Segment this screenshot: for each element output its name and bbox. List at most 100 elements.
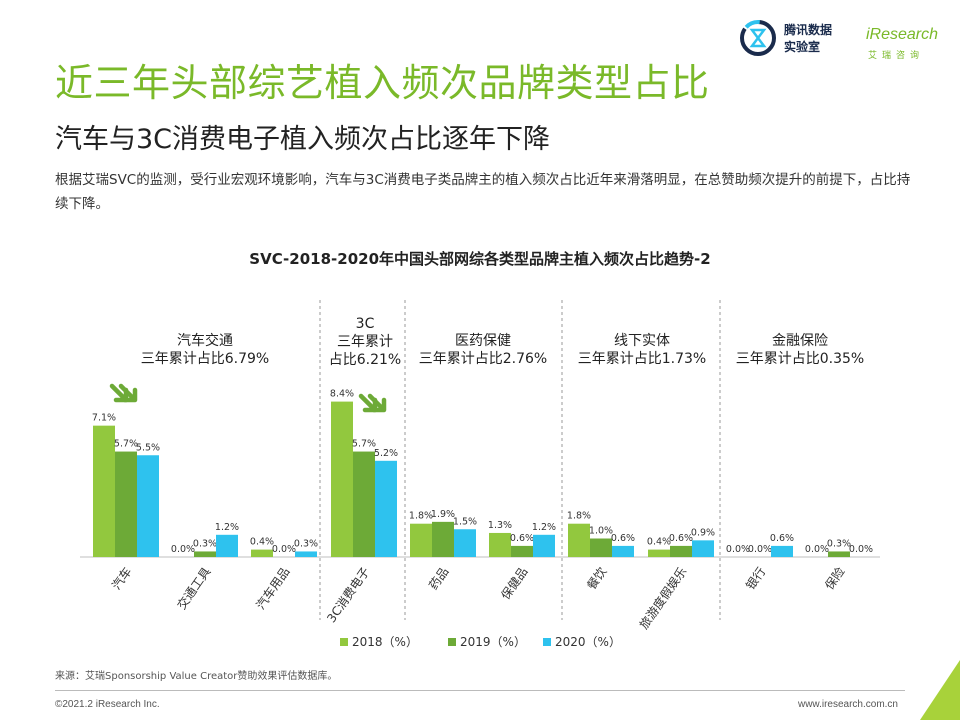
category-label: 汽车 bbox=[108, 564, 134, 592]
bar bbox=[590, 538, 612, 557]
data-label: 0.3% bbox=[193, 538, 217, 549]
iresearch-logo-sub: 艾瑞咨询 bbox=[868, 51, 925, 61]
corner-decoration bbox=[920, 660, 960, 720]
category-label: 旅游度假娱乐 bbox=[636, 564, 690, 632]
bar bbox=[670, 545, 692, 557]
group-label: 三年累计占比1.73% bbox=[578, 351, 706, 367]
group-label: 三年累计占比2.76% bbox=[419, 351, 547, 367]
category-label: 银行 bbox=[743, 565, 768, 593]
category-label: 保健品 bbox=[498, 565, 530, 603]
category-label: 药品 bbox=[426, 565, 451, 593]
bar bbox=[489, 532, 511, 557]
data-label: 0.3% bbox=[294, 538, 318, 549]
data-label: 5.5% bbox=[136, 442, 160, 453]
data-label: 8.4% bbox=[330, 389, 354, 400]
category-label: 3C消费电子 bbox=[324, 565, 372, 625]
tencent-logo-line1: 腾讯数据 bbox=[784, 23, 833, 37]
bar bbox=[511, 545, 533, 557]
bar bbox=[93, 425, 115, 557]
group-label: 汽车交通 bbox=[177, 332, 233, 349]
page-title: 近三年头部综艺植入频次品牌类型占比 bbox=[55, 61, 710, 105]
page-description: 根据艾瑞SVC的监测，受行业宏观环境影响，汽车与3C消费电子类品牌主的植入频次占… bbox=[55, 172, 911, 212]
bar bbox=[612, 545, 634, 557]
bar bbox=[295, 551, 317, 557]
tencent-logo-icon bbox=[740, 20, 776, 56]
data-label: 1.2% bbox=[532, 522, 556, 533]
bar bbox=[375, 460, 397, 557]
data-label: 1.9% bbox=[431, 509, 455, 520]
iresearch-logo: iResearch 艾瑞咨询 bbox=[866, 22, 946, 62]
legend-label: 2018（%） bbox=[352, 635, 418, 649]
footer-divider bbox=[55, 690, 905, 691]
data-label: 0.0% bbox=[849, 544, 873, 555]
data-label: 0.3% bbox=[827, 538, 851, 549]
data-label: 0.6% bbox=[510, 533, 534, 544]
bar bbox=[194, 551, 216, 557]
data-label: 0.0% bbox=[726, 544, 750, 555]
data-label: 0.0% bbox=[748, 544, 772, 555]
website-link[interactable]: www.iresearch.com.cn bbox=[797, 699, 898, 710]
data-label: 0.4% bbox=[250, 537, 274, 548]
bar bbox=[115, 451, 137, 557]
data-label: 0.0% bbox=[805, 544, 829, 555]
bar bbox=[410, 523, 432, 557]
category-label: 保险 bbox=[821, 564, 847, 592]
legend-label: 2019（%） bbox=[460, 635, 526, 649]
legend-swatch bbox=[340, 638, 348, 646]
iresearch-logo-brand: iResearch bbox=[866, 26, 939, 43]
bar bbox=[828, 551, 850, 557]
bar bbox=[533, 534, 555, 557]
bar bbox=[432, 521, 454, 557]
data-label: 5.2% bbox=[374, 448, 398, 459]
group-label: 三年累计占比6.79% bbox=[141, 351, 269, 367]
category-label: 餐饮 bbox=[583, 564, 609, 592]
data-label: 1.5% bbox=[453, 516, 477, 527]
data-label: 1.8% bbox=[567, 511, 591, 522]
down-arrow-icon bbox=[109, 383, 138, 403]
down-arrow-icon bbox=[358, 393, 387, 413]
data-label: 5.7% bbox=[352, 439, 376, 450]
bar bbox=[568, 523, 590, 557]
data-label: 0.9% bbox=[691, 527, 715, 538]
bar bbox=[331, 401, 353, 557]
data-label: 0.4% bbox=[647, 537, 671, 548]
bar bbox=[454, 529, 476, 557]
category-label: 交通工具 bbox=[174, 564, 214, 612]
data-label: 1.2% bbox=[215, 522, 239, 533]
data-label: 1.0% bbox=[589, 526, 613, 537]
bar bbox=[137, 455, 159, 557]
group-label: 金融保险 bbox=[772, 333, 828, 349]
group-label: 线下实体 bbox=[614, 333, 670, 349]
group-label: 三年累计 bbox=[337, 334, 393, 350]
chart-title: SVC-2018-2020年中国头部网综各类型品牌主植入频次占比趋势-2 bbox=[249, 250, 711, 268]
data-label: 0.0% bbox=[272, 544, 296, 555]
legend-label: 2020（%） bbox=[555, 635, 621, 649]
data-label: 0.6% bbox=[611, 533, 635, 544]
bar bbox=[353, 451, 375, 557]
legend-swatch bbox=[448, 638, 456, 646]
group-label: 3C bbox=[356, 316, 375, 332]
page-subtitle: 汽车与3C消费电子植入频次占比逐年下降 bbox=[55, 124, 551, 155]
group-label: 三年累计占比0.35% bbox=[736, 351, 864, 367]
tencent-logo-line2: 实验室 bbox=[784, 40, 821, 54]
data-label: 0.0% bbox=[171, 544, 195, 555]
data-label: 0.6% bbox=[669, 533, 693, 544]
bar bbox=[251, 549, 273, 557]
group-label: 占比6.21% bbox=[329, 352, 401, 368]
bar bbox=[771, 545, 793, 557]
data-label: 1.8% bbox=[409, 511, 433, 522]
tencent-data-lab-logo: 腾讯数据 实验室 bbox=[738, 18, 858, 62]
bar bbox=[692, 540, 714, 557]
source-note: 来源：艾瑞Sponsorship Value Creator赞助效果评估数据库。 bbox=[55, 671, 338, 682]
bar bbox=[216, 534, 238, 557]
legend-swatch bbox=[543, 638, 551, 646]
group-label: 医药保健 bbox=[455, 333, 511, 349]
data-label: 5.7% bbox=[114, 439, 138, 450]
bar bbox=[648, 549, 670, 557]
data-label: 1.3% bbox=[488, 520, 512, 531]
category-label: 汽车用品 bbox=[253, 564, 293, 612]
data-label: 7.1% bbox=[92, 413, 116, 424]
copyright: ©2021.2 iResearch Inc. bbox=[55, 699, 160, 710]
data-label: 0.6% bbox=[770, 533, 794, 544]
